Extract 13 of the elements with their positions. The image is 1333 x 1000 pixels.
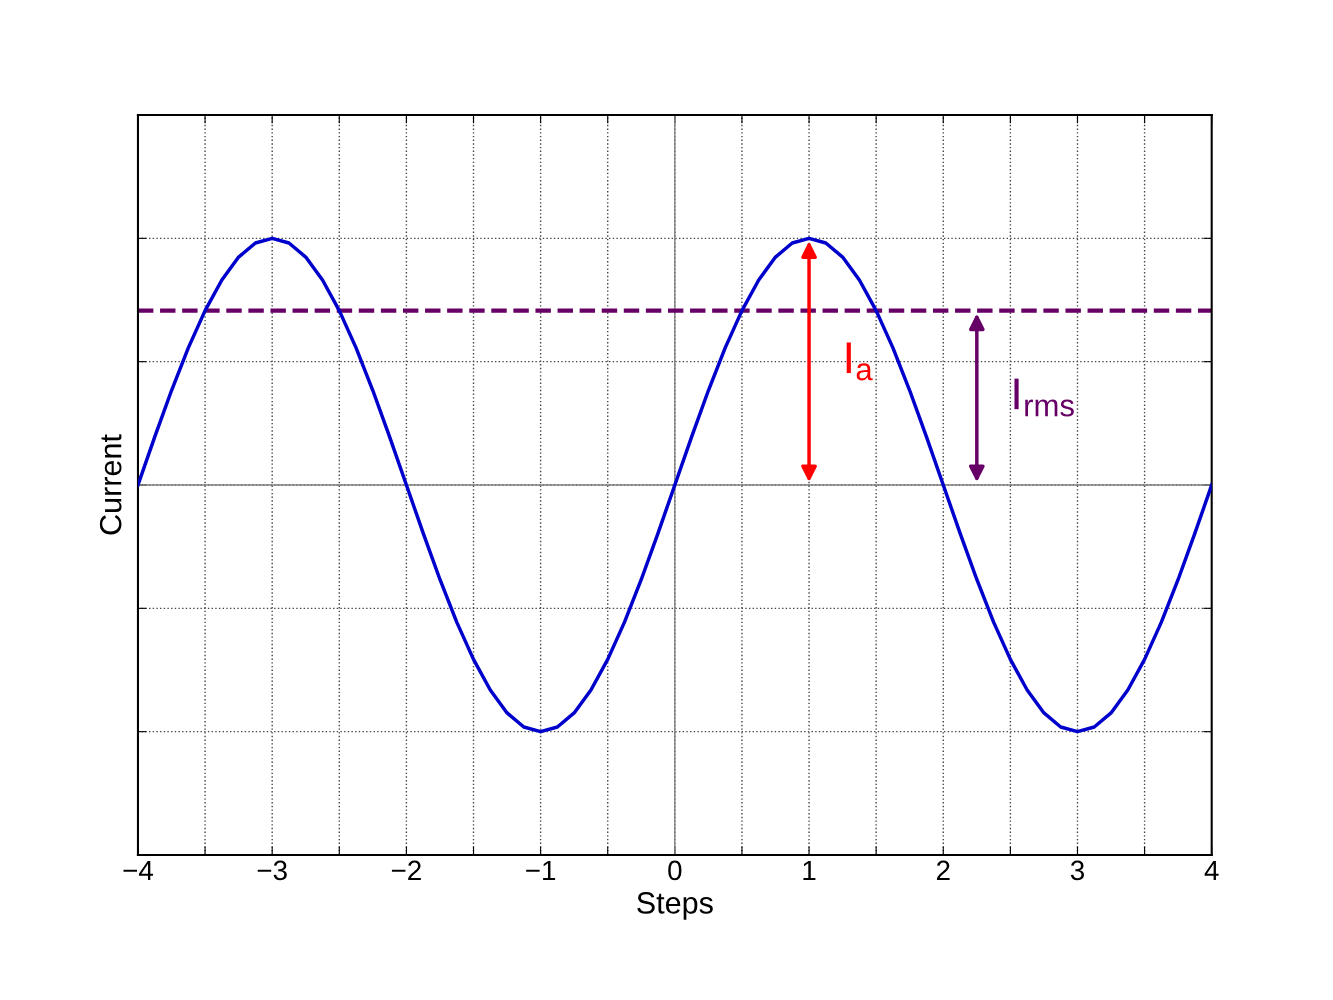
x-tick-label: 4 [1204, 860, 1219, 880]
x-tick-label: 3 [1070, 860, 1084, 881]
x-tick-label: 1 [803, 860, 816, 880]
x-tick-label: −1 [526, 860, 556, 880]
annotation: I$_{rms}$ [1014, 378, 1074, 417]
x-axis-title: Steps [637, 892, 713, 920]
x-tick-label: −2 [391, 860, 421, 880]
x-tick-label: 0 [668, 860, 682, 881]
x-tick-label: −4 [123, 860, 153, 880]
x-tick-label: 2 [936, 860, 950, 880]
annotation: I$_{a}$ [846, 342, 873, 381]
x-tick-label: −3 [257, 860, 287, 881]
y-axis-title: Current [99, 434, 122, 535]
